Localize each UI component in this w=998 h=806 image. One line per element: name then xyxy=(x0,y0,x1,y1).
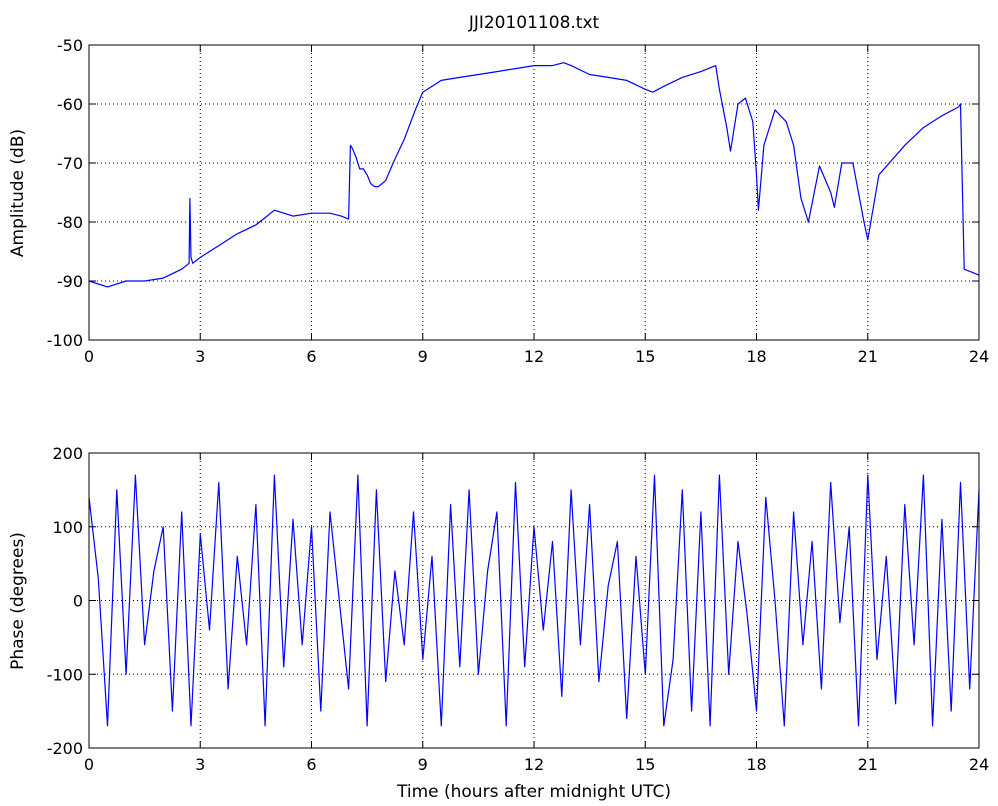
amplitude-axes: 0 3 6 9 12 15 18 21 24 -100 -90 -80 -70 -60 -50 Amplit… xyxy=(8,36,989,366)
phase-x-tick-label: 3 xyxy=(195,755,205,774)
amplitude-x-tick-label: 12 xyxy=(524,347,544,366)
phase-x-tick-label: 9 xyxy=(418,755,428,774)
amplitude-grid xyxy=(89,45,979,340)
phase-x-tick-label: 12 xyxy=(524,755,544,774)
amplitude-x-tick-label: 15 xyxy=(635,347,655,366)
phase-ticks: 0 3 6 9 12 15 18 21 24 -200 -100 0 100 200 xyxy=(47,444,989,774)
figure-title: JJI20101108.txt xyxy=(468,13,600,33)
amplitude-y-tick-label: -90 xyxy=(57,272,83,291)
amplitude-plot-area xyxy=(88,62,980,288)
amplitude-x-tick-label: 0 xyxy=(84,347,94,366)
phase-axes: 0 3 6 9 12 15 18 21 24 -200 -100 0 100 200 Phase (deg… xyxy=(8,444,989,802)
amplitude-y-tick-label: -60 xyxy=(57,95,83,114)
phase-y-tick-label: 200 xyxy=(52,444,83,463)
phase-series-line xyxy=(88,474,980,727)
phase-y-tick-label: 100 xyxy=(52,518,83,537)
phase-x-tick-label: 24 xyxy=(969,755,989,774)
amplitude-x-tick-label: 21 xyxy=(858,347,878,366)
phase-y-tick-label: -200 xyxy=(47,739,83,758)
phase-x-tick-label: 0 xyxy=(84,755,94,774)
phase-y-axis-label: Phase (degrees) xyxy=(8,532,28,670)
phase-x-tick-label: 18 xyxy=(746,755,766,774)
amplitude-y-tick-label: -80 xyxy=(57,213,83,232)
amplitude-y-axis-label: Amplitude (dB) xyxy=(8,129,28,257)
amplitude-y-tick-label: -100 xyxy=(47,331,83,350)
amplitude-x-tick-label: 6 xyxy=(306,347,316,366)
amplitude-x-tick-label: 9 xyxy=(418,347,428,366)
amplitude-series-line xyxy=(88,62,980,288)
amplitude-y-tick-label: -50 xyxy=(57,36,83,55)
amplitude-ticks: 0 3 6 9 12 15 18 21 24 -100 -90 -80 -70 -60 -50 xyxy=(47,36,989,366)
amplitude-y-tick-label: -70 xyxy=(57,154,83,173)
phase-y-tick-label: -100 xyxy=(47,665,83,684)
phase-plot-area xyxy=(88,474,980,727)
amplitude-x-tick-label: 3 xyxy=(195,347,205,366)
phase-x-tick-label: 15 xyxy=(635,755,655,774)
phase-y-tick-label: 0 xyxy=(73,592,83,611)
amplitude-x-tick-label: 24 xyxy=(969,347,989,366)
phase-x-tick-label: 21 xyxy=(858,755,878,774)
time-x-axis-label: Time (hours after midnight UTC) xyxy=(396,782,671,802)
amplitude-x-tick-label: 18 xyxy=(746,347,766,366)
phase-x-tick-label: 6 xyxy=(306,755,316,774)
